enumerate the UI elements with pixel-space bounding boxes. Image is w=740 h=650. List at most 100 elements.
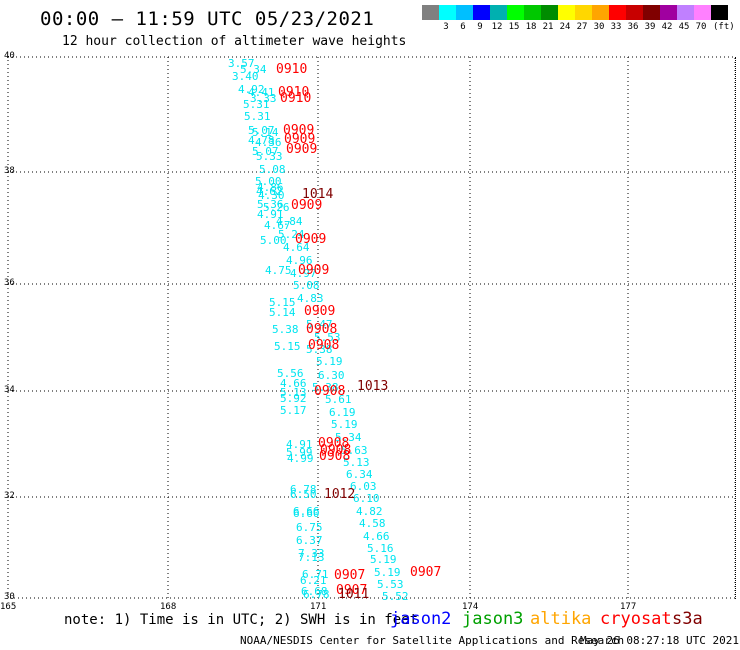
pass-time-label: 0908 [319, 449, 351, 464]
pass-time-label: 0909 [286, 142, 318, 157]
wave-height-value: 6.34 [346, 468, 373, 481]
pass-time-label: 0908 [318, 436, 350, 451]
wave-height-value: 4.96 [286, 254, 313, 267]
legend-swatch [507, 5, 524, 20]
wave-height-value: 7.33 [298, 547, 325, 560]
legend-unit: (ft) [713, 22, 735, 32]
legend-swatch [456, 5, 473, 20]
latitude-label: 30 [4, 592, 15, 602]
pass-time-label: 0910 [278, 85, 310, 100]
pass-time-label: 1013 [357, 379, 389, 394]
legend-swatch [660, 5, 677, 20]
footer-note: note: 1) Time is in UTC; 2) SWH is in fe… [64, 612, 419, 628]
wave-height-value: 5.13 [280, 386, 307, 399]
wave-height-value: 5.14 [252, 126, 279, 139]
longitude-label: 174 [462, 602, 479, 612]
wave-height-value: 5.63 [341, 444, 368, 457]
wave-height-value: 3.33 [250, 92, 277, 105]
pass-time-label: 0907 [334, 568, 366, 583]
wave-height-value: 5.38 [306, 343, 333, 356]
wave-height-value: 4.41 [248, 86, 275, 99]
mission-label: jason2 [390, 609, 452, 629]
wave-height-value: 5.16 [367, 542, 394, 555]
longitude-label: 171 [310, 602, 327, 612]
legend-swatch [677, 5, 694, 20]
wave-height-value: 5.19 [370, 553, 397, 566]
wave-height-value: 6.19 [329, 406, 356, 419]
legend-label: 45 [678, 22, 690, 32]
wave-height-value: 5.92 [280, 392, 307, 405]
wave-height-value: 5.00 [260, 234, 287, 247]
mission-label: altika [530, 609, 592, 629]
legend-label: 12 [491, 22, 503, 32]
wave-height-value: 3.57 [228, 57, 255, 70]
legend-swatch [422, 5, 439, 20]
wave-height-value: 4.82 [356, 505, 383, 518]
wave-height-value: 4.75 [265, 264, 292, 277]
wave-height-value: 5.00 [255, 175, 282, 188]
wave-height-value: 5.53 [377, 578, 404, 591]
wave-height-value: 5.33 [256, 150, 283, 163]
legend-swatch [592, 5, 609, 20]
color-legend [422, 5, 728, 20]
legend-label: 9 [477, 22, 483, 32]
wave-height-value: 5.61 [325, 393, 352, 406]
latitude-label: 40 [4, 51, 15, 61]
legend-swatch [575, 5, 592, 20]
page-subtitle: 12 hour collection of altimeter wave hei… [62, 34, 407, 49]
longitude-label: 177 [620, 602, 637, 612]
wave-height-value: 3.40 [232, 70, 259, 83]
wave-height-value: 4.67 [264, 219, 291, 232]
wave-height-value: 4.97 [290, 267, 317, 280]
wave-height-value: 4.78 [248, 134, 275, 147]
legend-label: 6 [460, 22, 466, 32]
mission-label: s3a [672, 609, 703, 629]
legend-label: 21 [542, 22, 554, 32]
latitude-label: 32 [4, 491, 15, 501]
pass-time-label: 0909 [284, 132, 316, 147]
wave-height-value: 5.24 [278, 228, 305, 241]
wave-height-value: 5.17 [280, 404, 307, 417]
wave-height-value: 4.83 [297, 292, 324, 305]
wave-height-value: 5.07 [252, 145, 279, 158]
legend-label: 3 [443, 22, 449, 32]
wave-height-value: 5.52 [382, 590, 409, 603]
wave-height-value: 5.31 [243, 98, 270, 111]
legend-label: 24 [559, 22, 571, 32]
wave-height-value: 4.30 [258, 189, 285, 202]
wave-height-value: 4.36 [255, 136, 282, 149]
pass-time-label: 0908 [314, 384, 346, 399]
longitude-label: 165 [0, 602, 17, 612]
wave-height-value: 4.66 [363, 530, 390, 543]
wave-height-value: 7.13 [298, 551, 325, 564]
wave-height-value: 5.08 [293, 279, 320, 292]
wave-height-value: 5.99 [286, 446, 313, 459]
legend-swatch [643, 5, 660, 20]
legend-label: 42 [661, 22, 673, 32]
credit-text: NOAA/NESDIS Center for Satellite Applica… [240, 634, 625, 647]
legend-swatch [558, 5, 575, 20]
legend-label: 70 [695, 22, 707, 32]
wave-height-value: 4.91 [286, 438, 313, 451]
legend-label: 18 [525, 22, 537, 32]
wave-height-value: 5.19 [331, 418, 358, 431]
pass-time-label: 0909 [291, 198, 323, 213]
longitude-label: 168 [160, 602, 177, 612]
mission-label: cryosat [600, 609, 672, 629]
wave-height-value: 6.30 [318, 369, 345, 382]
wave-height-value: 5.07 [248, 124, 275, 137]
wave-height-value: 4.84 [276, 215, 303, 228]
wave-height-value: 6.66 [293, 505, 320, 518]
wave-height-value: 6.78 [303, 588, 330, 601]
wave-height-value: 4.66 [280, 377, 307, 390]
pass-time-label: 0910 [276, 62, 308, 77]
pass-time-label: 0909 [298, 263, 330, 278]
legend-swatch [490, 5, 507, 20]
legend-swatch [626, 5, 643, 20]
wave-height-value: 5.19 [374, 566, 401, 579]
latitude-label: 36 [4, 278, 15, 288]
wave-height-value: 6.03 [350, 480, 377, 493]
wave-height-value: 6.50 [290, 488, 317, 501]
wave-height-value: 6.21 [300, 574, 327, 587]
wave-height-value: 4.58 [359, 517, 386, 530]
